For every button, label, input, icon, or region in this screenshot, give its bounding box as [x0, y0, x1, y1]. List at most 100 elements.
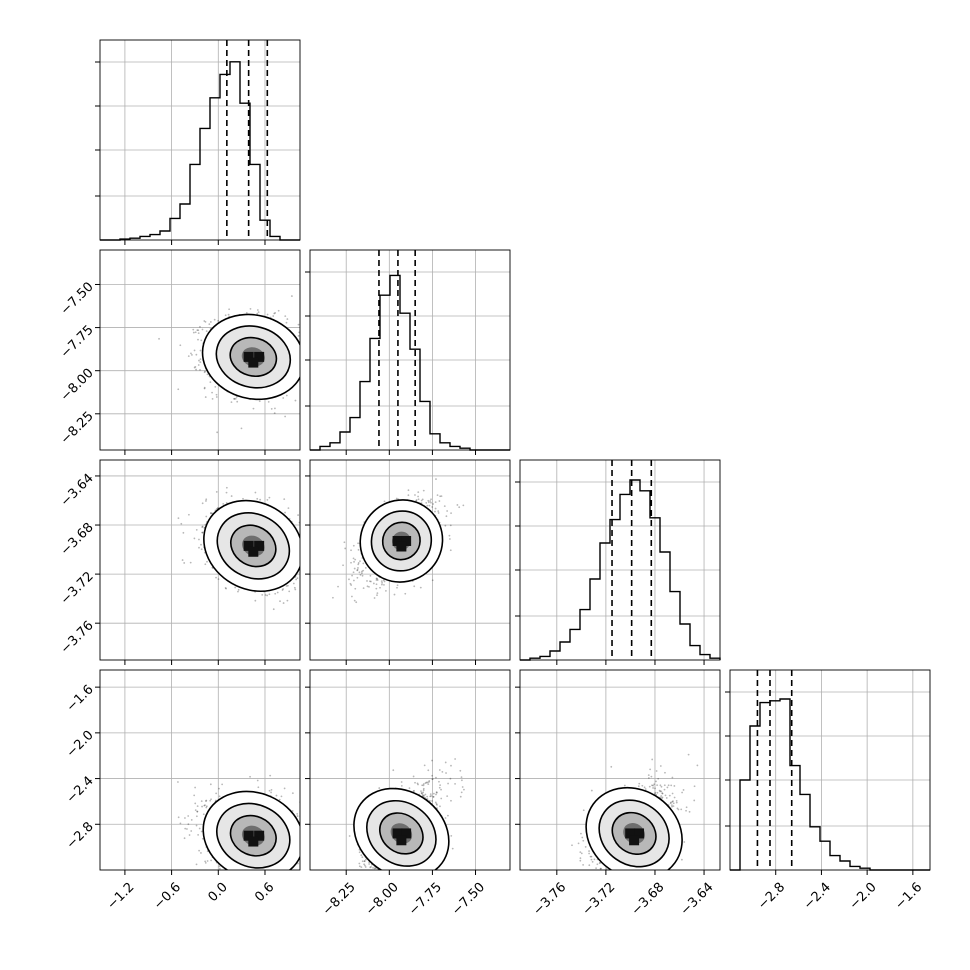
sample-point	[304, 362, 306, 364]
sample-point	[286, 318, 289, 320]
sample-point	[203, 320, 206, 322]
sample-point	[260, 875, 262, 877]
sample-point	[177, 388, 180, 391]
sample-point	[270, 789, 273, 791]
sample-point	[359, 573, 362, 576]
sample-point	[272, 315, 275, 317]
sample-point	[266, 594, 269, 597]
scatter-panel-3-0	[95, 669, 305, 896]
sample-point	[237, 590, 239, 593]
sample-point	[233, 397, 236, 400]
sample-point	[296, 577, 299, 579]
sample-point	[379, 586, 381, 589]
sample-point	[407, 489, 410, 492]
sample-point	[201, 526, 204, 528]
sample-point	[303, 815, 305, 817]
sample-point	[375, 583, 378, 586]
sample-point	[362, 562, 365, 565]
sample-point	[215, 491, 218, 493]
sample-point	[283, 787, 286, 790]
sample-point	[273, 312, 276, 315]
sample-point	[361, 574, 364, 577]
sample-point	[201, 531, 204, 534]
sample-point	[290, 295, 293, 297]
sample-point	[204, 321, 207, 323]
sample-point	[296, 876, 298, 878]
sample-point	[190, 819, 193, 821]
sample-point	[299, 894, 301, 896]
sample-point	[352, 544, 355, 547]
sample-point	[352, 557, 355, 560]
sample-point	[282, 397, 285, 399]
sample-point	[180, 522, 183, 525]
sample-point	[200, 543, 202, 546]
sample-point	[191, 354, 193, 356]
sample-point	[203, 387, 206, 390]
sample-point	[243, 885, 245, 887]
sample-point	[357, 542, 359, 545]
panel-background	[730, 670, 930, 870]
sample-point	[179, 344, 182, 347]
sample-point	[193, 366, 196, 369]
sample-point	[364, 566, 367, 569]
sample-point	[375, 587, 378, 590]
sample-point	[234, 397, 237, 400]
density-core	[254, 351, 265, 362]
sample-point	[187, 355, 190, 358]
sample-point	[286, 599, 289, 602]
sample-point	[428, 504, 431, 507]
sample-point	[198, 359, 200, 362]
sample-point	[439, 495, 442, 498]
sample-point	[448, 534, 451, 537]
sample-point	[230, 401, 233, 404]
sample-point	[332, 596, 334, 599]
panel-frame	[729, 669, 931, 871]
sample-point	[366, 585, 369, 588]
histogram-panel-3	[725, 669, 931, 875]
sample-point	[303, 324, 305, 326]
sample-point	[404, 592, 407, 595]
sample-point	[201, 525, 204, 528]
sample-point	[242, 497, 244, 500]
sample-point	[256, 309, 259, 311]
sample-point	[304, 571, 306, 573]
sample-point	[383, 580, 386, 583]
sample-point	[287, 507, 290, 510]
sample-point	[427, 499, 430, 502]
histogram-panel-1	[305, 249, 511, 455]
sample-point	[245, 311, 248, 314]
sample-point	[292, 582, 295, 585]
sample-point	[355, 601, 358, 604]
sample-point	[357, 563, 360, 566]
sample-point	[376, 579, 379, 581]
sample-point	[304, 365, 306, 367]
sample-point	[288, 590, 291, 593]
density-core	[243, 351, 254, 362]
sample-point	[434, 507, 437, 510]
sample-point	[357, 562, 360, 564]
sample-point	[429, 500, 432, 502]
sample-point	[376, 577, 379, 580]
sample-point	[449, 549, 452, 552]
sample-point	[369, 574, 372, 577]
sample-point	[233, 877, 235, 879]
histogram-step	[310, 274, 510, 451]
sample-point	[201, 502, 204, 505]
density-core	[401, 535, 412, 546]
sample-point	[383, 500, 386, 503]
sample-point	[284, 511, 286, 514]
sample-point	[217, 319, 220, 322]
sample-point	[190, 352, 192, 355]
sample-point	[209, 321, 212, 323]
sample-point	[434, 510, 436, 513]
sample-point	[359, 560, 361, 563]
sample-point	[209, 783, 212, 786]
sample-point	[297, 879, 299, 881]
sample-point	[199, 361, 202, 364]
sample-point	[294, 881, 296, 883]
sample-point	[279, 600, 281, 603]
sample-point	[287, 584, 289, 587]
sample-point	[189, 561, 192, 564]
sample-point	[422, 489, 425, 492]
sample-point	[295, 578, 298, 581]
